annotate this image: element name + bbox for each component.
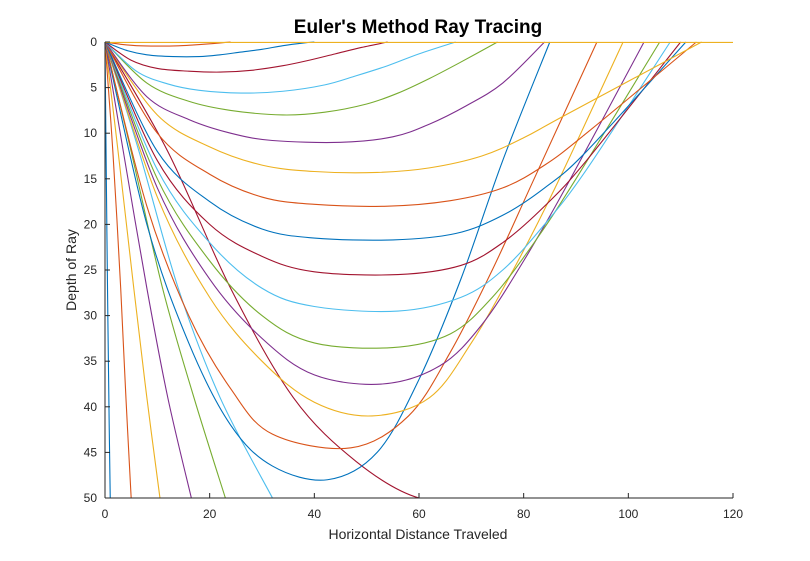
x-axis-label: Horizontal Distance Traveled (329, 526, 508, 542)
x-tick-label-120: 120 (723, 507, 743, 521)
ray-series-1 (104, 41, 111, 499)
ray-series-3 (104, 41, 161, 499)
ray-series-16 (104, 41, 697, 207)
ray-series-10 (104, 41, 624, 417)
y-tick-label-20: 20 (84, 217, 98, 231)
ray-series-19 (104, 41, 498, 116)
y-tick-label-45: 45 (84, 445, 98, 459)
y-tick-label-50: 50 (84, 491, 98, 505)
y-axis-label: Depth of Ray (63, 229, 79, 311)
x-tick-label-20: 20 (203, 507, 217, 521)
x-tick-label-60: 60 (412, 507, 426, 521)
ray-series-11 (104, 41, 645, 385)
axes-group: 0 20 40 60 80 100 120 0 5 10 15 20 25 30 35 40 45 50 (84, 35, 744, 521)
ray-series-22 (104, 41, 315, 58)
ray-series-2 (104, 41, 132, 499)
ray-series-17 (104, 41, 702, 174)
ray-series-18 (104, 41, 545, 144)
x-tick-label-80: 80 (517, 507, 531, 521)
x-tick-label-0: 0 (102, 507, 109, 521)
ray-series-4 (104, 41, 192, 499)
ray-series-23 (104, 41, 231, 47)
ray-series-14 (104, 41, 682, 276)
y-tick-label-40: 40 (84, 400, 98, 414)
chart-title: Euler's Method Ray Tracing (294, 17, 542, 38)
y-tick-label-15: 15 (84, 172, 98, 186)
y-tick-label-35: 35 (84, 354, 98, 368)
ray-series-21 (104, 41, 388, 73)
ray-series-13 (104, 41, 671, 313)
ray-series-9 (104, 41, 598, 450)
ray-series-6 (104, 41, 273, 499)
y-tick-label-5: 5 (90, 81, 97, 95)
y-tick-label-30: 30 (84, 309, 98, 323)
ray-series-8 (104, 41, 551, 481)
x-tick-label-100: 100 (618, 507, 638, 521)
y-tick-label-25: 25 (84, 263, 98, 277)
ray-series-group (104, 41, 733, 499)
ray-series-20 (104, 41, 456, 94)
x-tick-label-40: 40 (308, 507, 322, 521)
y-tick-label-0: 0 (90, 35, 97, 49)
ray-series-15 (104, 41, 687, 241)
y-tick-label-10: 10 (84, 126, 98, 140)
ray-series-5 (104, 41, 226, 499)
